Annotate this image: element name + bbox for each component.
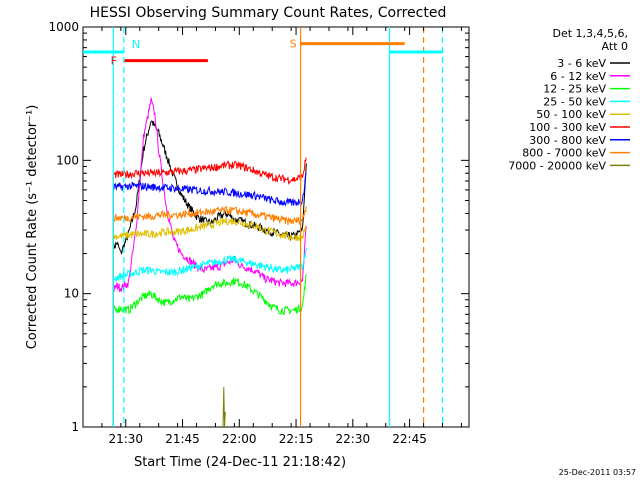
y-tick-label: 10 [64,287,79,301]
series-line-6-12-kev [112,97,307,427]
plot-frame [82,26,470,428]
chart-title: HESSI Observing Summary Count Rates, Cor… [90,5,447,21]
legend-header-line-2: Att 0 [602,40,628,53]
series-line-25-50-kev [112,247,307,427]
y-tick-label: 1000 [48,20,79,34]
y-tick-label: 100 [56,153,79,167]
flag-label-n: N [132,38,140,51]
x-axis-label: Start Time (24-Dec-11 21:18:42) [134,455,346,470]
x-tick-label: 22:00 [222,432,257,446]
legend-header-line-1: Det 1,3,4,5,6, [552,27,628,40]
legend-label-3-6-kev: 3 - 6 keV [557,57,606,70]
legend-label-7000-20000-kev: 7000 - 20000 keV [508,159,606,172]
y-tick-label: 1 [71,420,79,434]
legend-label-100-300-kev: 100 - 300 keV [529,121,606,134]
legend-label-25-50-kev: 25 - 50 keV [543,95,606,108]
legend-label-300-800-kev: 300 - 800 keV [529,134,606,147]
plot-area: N F S 21:30 21:45 22:00 22:15 22:30 22:45 1 10 100… [48,20,470,446]
series-line-100-300-kev [112,157,307,427]
legend-label-50-100-kev: 50 - 100 keV [536,108,606,121]
y-axis-label: Corrected Count Rate (s⁻¹ detector⁻¹) [25,105,40,350]
series-line-800-7000-kev [112,205,307,427]
legend-label-800-7000-kev: 800 - 7000 keV [522,147,606,160]
x-tick-label: 22:30 [336,432,371,446]
flag-label-f: F [111,55,117,68]
series-line-300-800-kev [112,173,307,427]
x-tick-label: 22:45 [392,432,427,446]
flag-label-s: S [290,38,297,51]
tick-layer: 21:30 21:45 22:00 22:15 22:30 22:45 1 10 100 1000 [48,20,469,446]
legend-label-6-12-kev: 6 - 12 keV [550,70,606,83]
series-line-7000-20000-kev [222,386,226,428]
series-line-50-100-kev [112,217,307,427]
series-layer [112,97,307,428]
series-line-3-6-kev [112,120,307,427]
x-tick-label: 21:30 [108,432,143,446]
render-timestamp: 25-Dec-2011 03:57 [559,468,636,477]
series-line-12-25-kev [112,274,307,427]
x-tick-label: 21:45 [165,432,200,446]
legend-label-12-25-kev: 12 - 25 keV [543,83,606,96]
x-tick-label: 22:15 [279,432,314,446]
marker-layer: N F S [83,27,444,427]
